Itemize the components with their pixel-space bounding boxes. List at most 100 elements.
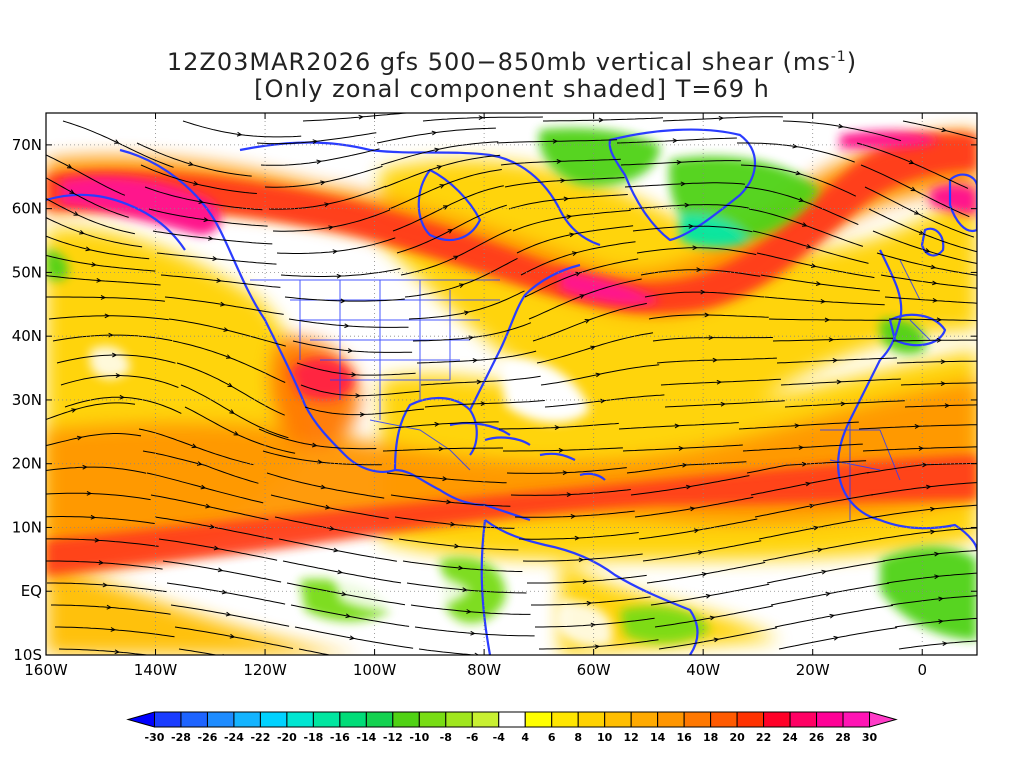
- lon-tick-label: 80W: [467, 661, 501, 679]
- colorbar-label: -26: [198, 731, 218, 744]
- streamline-arrowhead: [554, 425, 561, 430]
- streamline-arrowhead: [359, 412, 366, 417]
- streamline-arrowhead: [813, 525, 820, 531]
- colorbar-label: -10: [409, 731, 429, 744]
- streamline-arrowhead: [431, 130, 438, 136]
- streamline-arrowhead: [470, 630, 476, 636]
- colorbar-label: 12: [624, 731, 639, 744]
- streamline-arrowhead: [447, 229, 454, 234]
- lat-tick-label: 70N: [12, 136, 42, 154]
- streamline-arrowhead: [94, 537, 101, 543]
- south-america-coast: [484, 519, 699, 655]
- colorbar-swatch: [630, 711, 659, 728]
- streamline-arrowhead: [674, 423, 681, 429]
- streamline-arrowhead: [795, 170, 802, 176]
- streamline-arrowhead: [71, 408, 77, 413]
- colorbar-swatch: [206, 711, 235, 728]
- streamline-arrowhead: [934, 574, 940, 580]
- lon-tick-label: 100W: [353, 661, 397, 679]
- streamline-arrowhead: [938, 596, 944, 602]
- streamline-arrowhead: [191, 443, 198, 449]
- streamline-arrowhead: [914, 210, 920, 215]
- streamline-arrowhead: [188, 161, 194, 166]
- streamline-arrowhead: [200, 484, 207, 490]
- streamline-arrowhead: [688, 223, 694, 229]
- streamline-arrowhead: [476, 379, 483, 385]
- map-frame: [45, 112, 978, 656]
- streamline-arrowhead: [584, 319, 591, 324]
- colorbar-swatch: [710, 711, 738, 728]
- streamline-arrowhead: [90, 514, 97, 520]
- streamline-arrowhead: [836, 379, 843, 385]
- streamline-arrowhead: [221, 589, 228, 595]
- colorbar-label: -4: [493, 731, 506, 744]
- lon-tick-label: 40W: [686, 661, 720, 679]
- streamline-arrowhead: [443, 205, 449, 210]
- colorbar-swatch: [312, 711, 341, 728]
- colorbar-swatch: [392, 711, 420, 728]
- colorbar-label: 10: [597, 731, 613, 744]
- streamline-arrowhead: [110, 627, 117, 632]
- streamline-arrowhead: [69, 189, 75, 194]
- caribbean-islands: [484, 436, 606, 481]
- colorbar-label: 30: [862, 731, 878, 744]
- streamline-arrowhead: [696, 267, 702, 273]
- streamline: [976, 143, 977, 144]
- streamline-arrowhead: [926, 484, 932, 490]
- lat-tick-label: EQ: [21, 582, 42, 600]
- streamline-arrowhead: [833, 635, 840, 641]
- streamline-arrowhead: [579, 294, 586, 299]
- streamline-arrowhead: [697, 550, 704, 555]
- streamline-arrowhead: [320, 484, 327, 490]
- lat-tick-label: 40N: [12, 327, 42, 345]
- streamline-arrowhead: [108, 332, 114, 338]
- streamline-arrowhead: [824, 317, 831, 323]
- streamline-arrowhead: [594, 644, 601, 650]
- streamline-arrowhead: [942, 641, 948, 647]
- streamline-arrowhead: [700, 289, 706, 295]
- streamline-arrowhead: [689, 506, 696, 512]
- streamline-arrowhead: [227, 382, 234, 388]
- streamline-arrowhead: [908, 159, 915, 165]
- colorbar-label: 4: [521, 731, 529, 744]
- streamline-arrowhead: [930, 506, 936, 512]
- streamline-arrowhead: [345, 613, 352, 619]
- streamline-arrowhead: [685, 484, 692, 490]
- europe-coast: [879, 249, 903, 361]
- streamline-arrowhead: [114, 649, 121, 655]
- streamline-arrowhead: [216, 278, 222, 283]
- colorbar-swatch: [789, 711, 818, 728]
- streamline-arrowhead: [324, 202, 330, 207]
- streamline-arrowhead: [798, 445, 805, 451]
- alaska-coast: [46, 193, 186, 251]
- streamline-arrowhead: [552, 138, 559, 144]
- chart-title-line2: [Only zonal component shaded] T=69 h: [254, 75, 770, 103]
- streamline-arrowhead: [203, 217, 210, 223]
- streamline-arrowhead: [333, 547, 339, 553]
- streamline-arrowhead: [676, 159, 683, 165]
- colorbar-swatch: [869, 711, 898, 728]
- colorbar-swatch: [339, 711, 367, 728]
- streamline-arrowhead: [351, 372, 357, 377]
- streamline-arrowhead: [936, 337, 943, 343]
- colorbar-swatch: [153, 711, 182, 728]
- colorbar-swatch: [604, 711, 632, 728]
- streamline-arrowhead: [82, 464, 88, 470]
- streamline-arrowhead: [980, 142, 984, 146]
- streamline-arrowhead: [794, 423, 801, 429]
- red-polar-jet: [46, 133, 977, 314]
- streamline-arrowhead: [436, 165, 443, 170]
- streamline-arrowhead: [931, 280, 938, 286]
- streamline-arrowhead: [582, 579, 589, 585]
- red-subtropical-jet: [46, 357, 977, 575]
- streamline-arrowhead: [815, 281, 822, 286]
- streamline-arrowhead: [312, 139, 319, 145]
- streamline-arrowhead: [340, 298, 346, 304]
- streamline-arrowhead: [918, 230, 925, 235]
- streamline-arrowhead: [472, 358, 479, 363]
- streamline-arrowhead: [316, 159, 322, 165]
- streamline-arrowhead: [458, 565, 464, 571]
- streamline-arrowhead: [91, 262, 97, 267]
- streamline-arrowhead: [341, 591, 348, 597]
